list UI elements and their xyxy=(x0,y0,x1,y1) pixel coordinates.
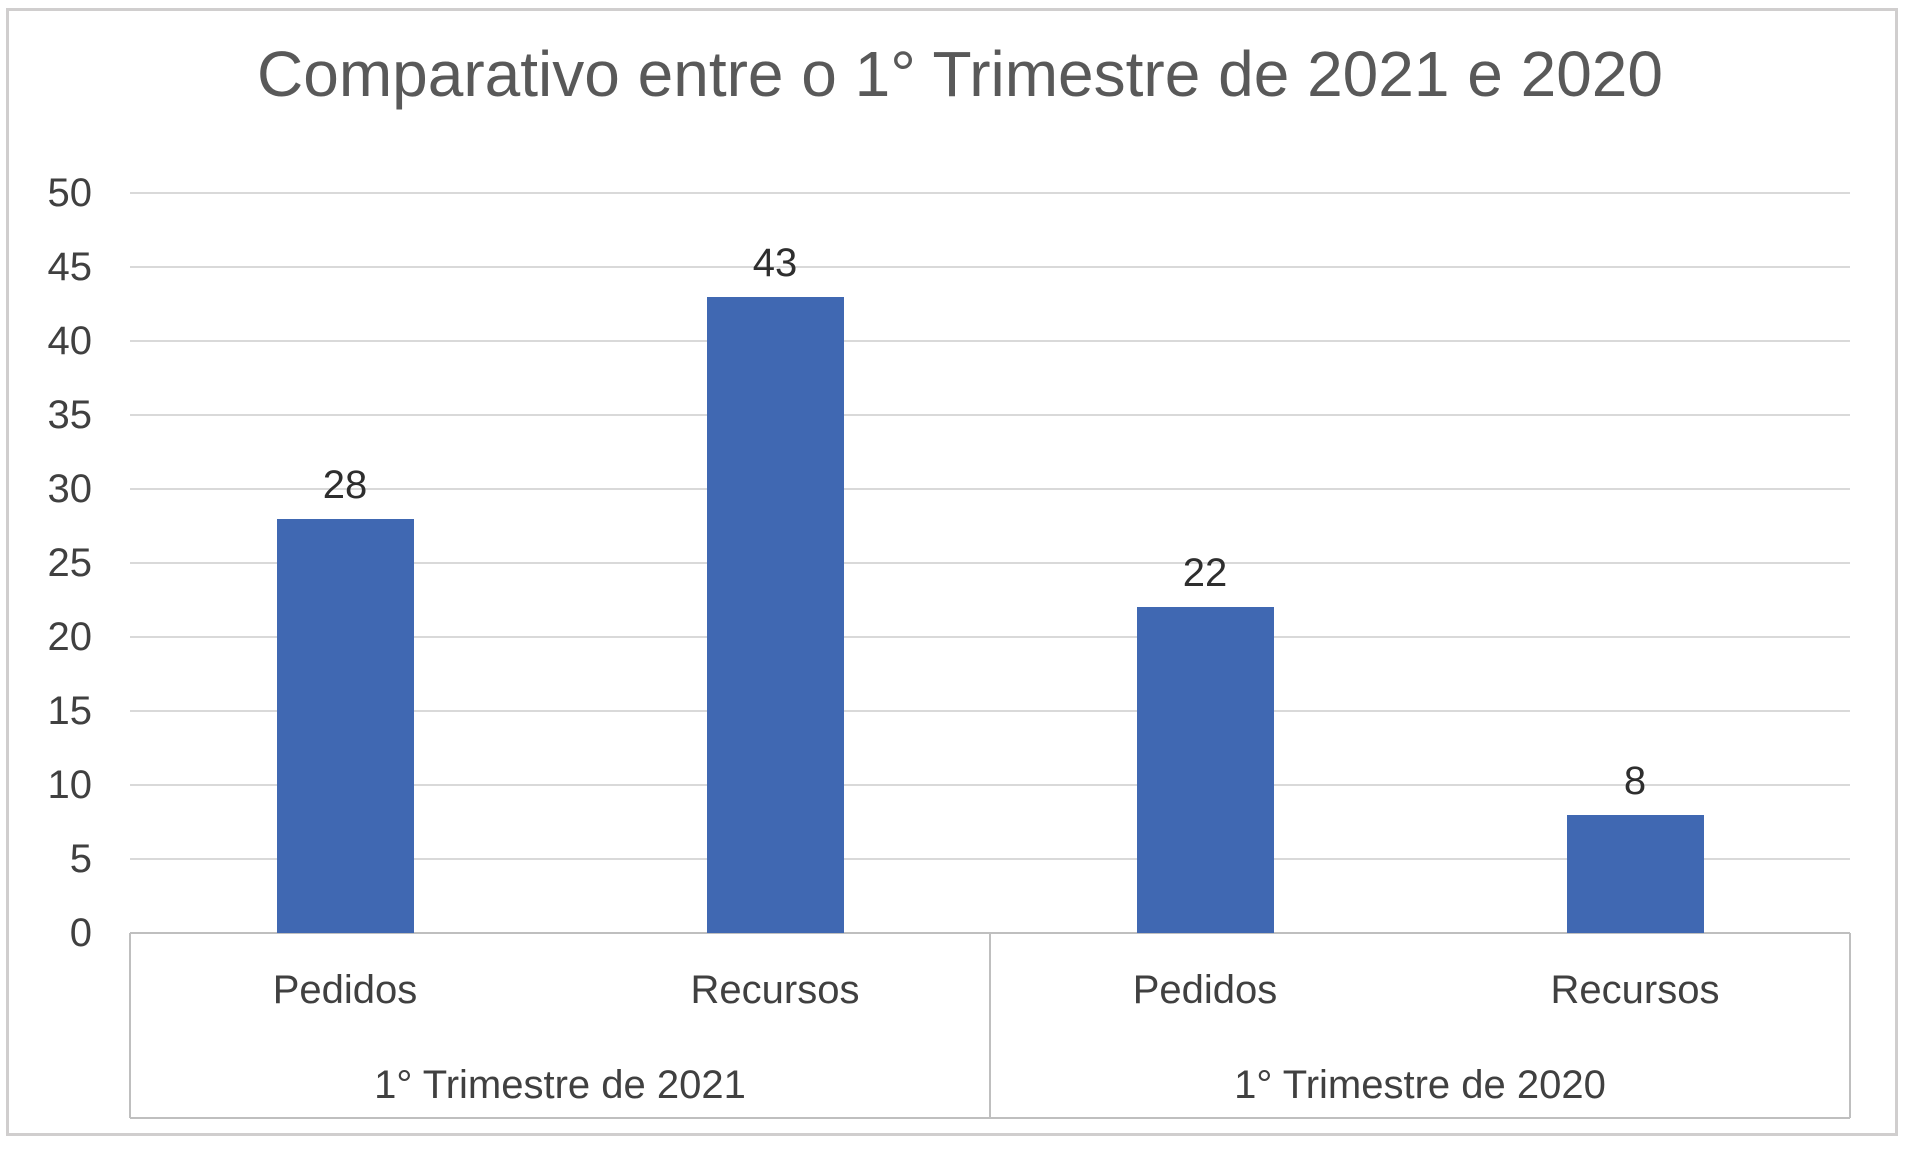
gridline xyxy=(130,488,1850,490)
gridline xyxy=(130,784,1850,786)
category-divider-line xyxy=(989,933,991,1118)
category-label: Pedidos xyxy=(272,968,418,1012)
bar-value-label: 43 xyxy=(752,240,798,285)
category-label: Recursos xyxy=(690,968,860,1012)
gridline xyxy=(130,710,1850,712)
group-label: 1° Trimestre de 2021 xyxy=(374,1063,746,1107)
y-axis-tick-label: 5 xyxy=(69,837,92,881)
gridline xyxy=(130,340,1850,342)
category-label: Recursos xyxy=(1550,968,1720,1012)
gridline xyxy=(130,636,1850,638)
category-box-bottom-line xyxy=(130,1117,1850,1119)
category-divider-line xyxy=(129,933,131,1118)
gridline xyxy=(130,562,1850,564)
gridline xyxy=(130,266,1850,268)
bar-value-label: 8 xyxy=(1623,758,1647,803)
bar xyxy=(1136,607,1274,933)
chart-title: Comparativo entre o 1° Trimestre de 2021… xyxy=(257,38,1663,110)
bar xyxy=(1566,814,1704,933)
bar xyxy=(706,296,844,933)
y-axis-tick-label: 35 xyxy=(47,393,93,437)
y-axis-tick-label: 15 xyxy=(47,689,93,733)
y-axis-tick-label: 10 xyxy=(47,763,93,807)
group-label: 1° Trimestre de 2020 xyxy=(1234,1063,1606,1107)
gridline xyxy=(130,414,1850,416)
y-axis-tick-label: 30 xyxy=(47,467,93,511)
bar-value-label: 22 xyxy=(1182,551,1228,596)
y-axis-tick-label: 0 xyxy=(69,911,92,955)
y-axis-tick-label: 25 xyxy=(47,541,93,585)
y-axis-tick-label: 45 xyxy=(47,245,93,289)
bar xyxy=(276,518,414,933)
category-divider-line xyxy=(1849,933,1851,1118)
y-axis-tick-label: 20 xyxy=(47,615,93,659)
gridline xyxy=(130,858,1850,860)
bar-value-label: 28 xyxy=(322,462,368,507)
y-axis-tick-label: 50 xyxy=(47,171,93,215)
category-label: Pedidos xyxy=(1132,968,1278,1012)
y-axis-tick-label: 40 xyxy=(47,319,93,363)
gridline xyxy=(130,192,1850,194)
